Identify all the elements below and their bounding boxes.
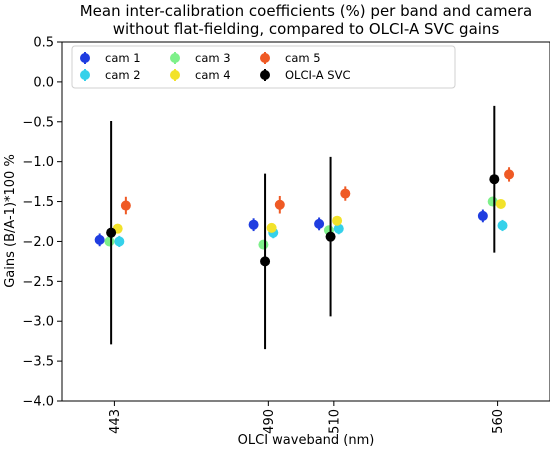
series-cam-4 bbox=[112, 198, 506, 234]
series-cam-5 bbox=[120, 167, 515, 215]
data-point bbox=[333, 223, 344, 234]
data-point bbox=[106, 227, 117, 238]
legend-item-cam-5: cam 5 bbox=[260, 51, 321, 65]
x-axis-label: OLCI waveband (nm) bbox=[238, 433, 375, 448]
data-point bbox=[104, 236, 115, 247]
legend-marker bbox=[170, 53, 180, 63]
legend-box bbox=[71, 45, 456, 89]
legend-marker bbox=[170, 70, 180, 80]
legend-item-cam-1: cam 1 bbox=[80, 51, 141, 65]
plot-frame bbox=[61, 41, 550, 402]
data-point bbox=[340, 188, 351, 199]
legend-item-cam-4: cam 4 bbox=[170, 68, 231, 82]
legend: cam 1 cam 2 cam 3 cam 4 cam 5 OLCI-A SVC bbox=[71, 45, 456, 89]
legend-label: cam 4 bbox=[195, 68, 231, 82]
data-point bbox=[477, 210, 488, 221]
y-tick-label: −1.0 bbox=[22, 155, 54, 170]
series-cam-1 bbox=[94, 209, 488, 247]
x-tick-label: 510 bbox=[327, 409, 342, 434]
legend-item-cam-3: cam 3 bbox=[170, 51, 231, 65]
x-tick-label: 443 bbox=[108, 409, 123, 434]
x-tick-label: 560 bbox=[491, 409, 506, 434]
legend-label: cam 1 bbox=[105, 51, 141, 65]
data-point bbox=[495, 198, 506, 209]
legend-label: cam 2 bbox=[105, 68, 141, 82]
data-point bbox=[314, 218, 325, 229]
series-cam-3 bbox=[104, 196, 498, 250]
y-tick-label: −2.0 bbox=[22, 235, 54, 250]
legend-item-olci-a-svc: OLCI-A SVC bbox=[260, 68, 351, 82]
legend-label: cam 3 bbox=[195, 51, 231, 65]
legend-marker bbox=[80, 53, 90, 63]
data-point bbox=[504, 169, 515, 180]
y-axis: 0.5 0.0 −0.5 −1.0 −1.5 −2.0 −2.5 −3.0 −3.5 −4.0 bbox=[22, 36, 62, 410]
data-point bbox=[114, 236, 125, 247]
x-tick-label: 490 bbox=[262, 409, 277, 434]
legend-item-cam-2: cam 2 bbox=[80, 68, 141, 82]
chart-title-line-1: Mean inter-calibration coefficients (%) … bbox=[80, 2, 533, 20]
legend-label: OLCI-A SVC bbox=[285, 68, 351, 82]
data-point bbox=[489, 174, 500, 185]
data-point bbox=[332, 215, 343, 226]
data-point bbox=[266, 222, 277, 233]
series-cam-2 bbox=[114, 219, 508, 248]
legend-marker bbox=[260, 70, 270, 80]
data-point bbox=[497, 220, 508, 231]
data-point bbox=[260, 256, 271, 267]
plot-area bbox=[94, 105, 515, 350]
x-axis: 443 490 510 560 bbox=[108, 401, 506, 434]
data-point bbox=[258, 239, 269, 250]
y-tick-label: 0.5 bbox=[33, 36, 54, 51]
legend-marker bbox=[260, 53, 270, 63]
legend-label: cam 5 bbox=[285, 51, 321, 65]
legend-marker bbox=[80, 70, 90, 80]
y-tick-label: −0.5 bbox=[22, 115, 54, 130]
data-point bbox=[94, 234, 105, 245]
data-point bbox=[274, 199, 285, 210]
data-point bbox=[120, 200, 131, 211]
y-tick-label: 0.0 bbox=[33, 75, 54, 90]
series-olci-a-svc bbox=[106, 105, 500, 350]
y-tick-label: −3.5 bbox=[22, 355, 54, 370]
y-tick-label: −3.0 bbox=[22, 315, 54, 330]
chart-title-line-2: without flat-fielding, compared to OLCI-… bbox=[113, 20, 500, 38]
y-tick-label: −4.0 bbox=[22, 395, 54, 410]
data-point bbox=[248, 219, 259, 230]
y-tick-label: −2.5 bbox=[22, 275, 54, 290]
data-point bbox=[325, 231, 336, 242]
y-axis-label: Gains (B/A-1)*100 % bbox=[3, 154, 18, 288]
y-tick-label: −1.5 bbox=[22, 195, 54, 210]
